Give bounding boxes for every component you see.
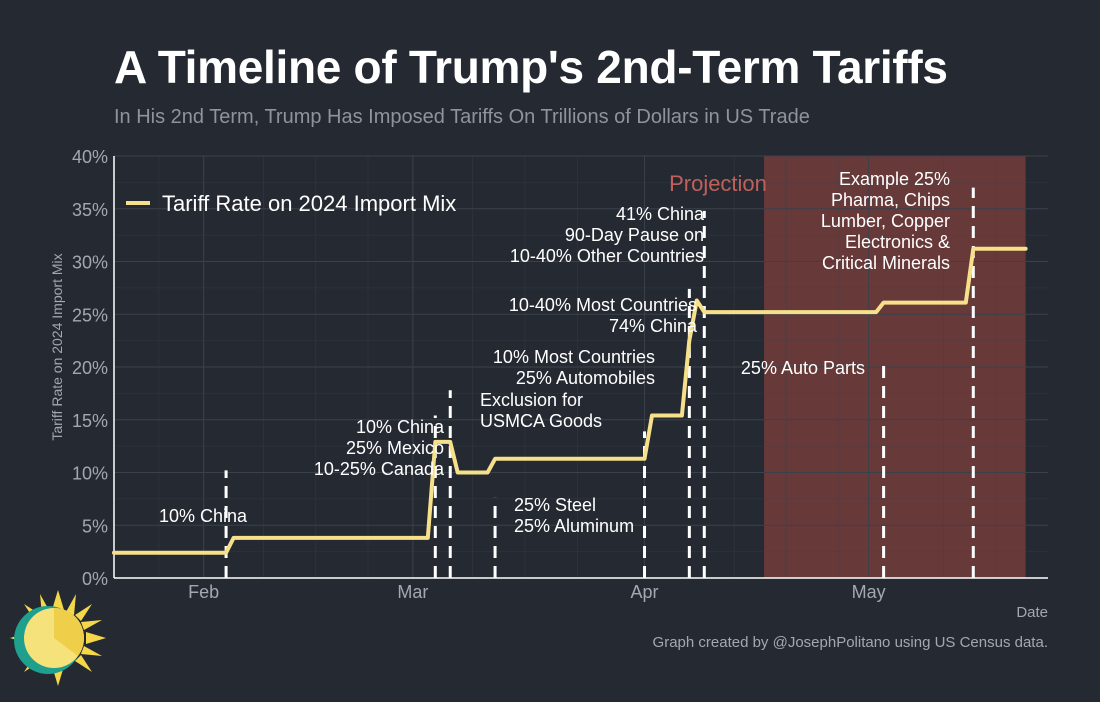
y-tick-label: 25% xyxy=(72,305,108,325)
event-label: 41% China xyxy=(616,204,705,224)
event-label: 10% Most Countries xyxy=(493,347,655,367)
event-label: 25% Automobiles xyxy=(516,368,655,388)
event-label: 90-Day Pause on xyxy=(565,225,704,245)
event-label: 25% Mexico xyxy=(346,438,444,458)
chart-title: A Timeline of Trump's 2nd-Term Tariffs xyxy=(114,41,948,93)
event-label: USMCA Goods xyxy=(480,411,602,431)
y-tick-label: 5% xyxy=(82,516,108,536)
y-axis-title: Tariff Rate on 2024 Import Mix xyxy=(49,253,65,440)
y-tick-label: 0% xyxy=(82,569,108,589)
y-tick-label: 40% xyxy=(72,147,108,167)
event-label: Example 25% xyxy=(839,169,950,189)
y-tick-label: 35% xyxy=(72,200,108,220)
x-tick-label: Feb xyxy=(188,582,219,602)
event-label: Critical Minerals xyxy=(822,253,950,273)
grid-layer xyxy=(114,155,1048,579)
chart-subtitle: In His 2nd Term, Trump Has Imposed Tarif… xyxy=(114,106,810,128)
series-layer xyxy=(112,246,1028,555)
event-label: Lumber, Copper xyxy=(821,211,950,231)
y-tick-label: 15% xyxy=(72,411,108,431)
x-tick-label: May xyxy=(852,582,886,602)
x-axis-title: Date xyxy=(1016,604,1048,621)
event-label: 10% China xyxy=(356,417,445,437)
legend-label: Tariff Rate on 2024 Import Mix xyxy=(162,191,456,216)
projection-label: Projection xyxy=(669,171,767,196)
x-tick-label: Apr xyxy=(631,582,659,602)
y-tick-label: 30% xyxy=(72,253,108,273)
event-label: Exclusion for xyxy=(480,390,583,410)
event-label: 10% China xyxy=(159,506,248,526)
x-tick-label: Mar xyxy=(397,582,428,602)
event-label: Electronics & xyxy=(845,232,950,252)
source-credit: Graph created by @JosephPolitano using U… xyxy=(652,634,1048,651)
y-tick-label: 10% xyxy=(72,464,108,484)
event-label: 25% Steel xyxy=(514,495,596,515)
sun-logo-icon xyxy=(10,590,106,686)
event-label: 10-40% Most Countries xyxy=(509,295,697,315)
axis-layer: 0% 5% 10% 15% 20% 25% 30% 35% 40% Feb Mar Apr May Dat… xyxy=(49,147,1048,621)
event-label: 74% China xyxy=(609,316,698,336)
series-line xyxy=(112,246,1028,555)
y-tick-label: 20% xyxy=(72,358,108,378)
event-label: 25% Auto Parts xyxy=(741,358,865,378)
event-label: 10-40% Other Countries xyxy=(510,246,704,266)
event-label: 25% Aluminum xyxy=(514,516,634,536)
legend-layer: Tariff Rate on 2024 Import Mix xyxy=(126,191,456,216)
event-label: 10-25% Canada xyxy=(314,459,445,479)
event-label: Pharma, Chips xyxy=(831,190,950,210)
